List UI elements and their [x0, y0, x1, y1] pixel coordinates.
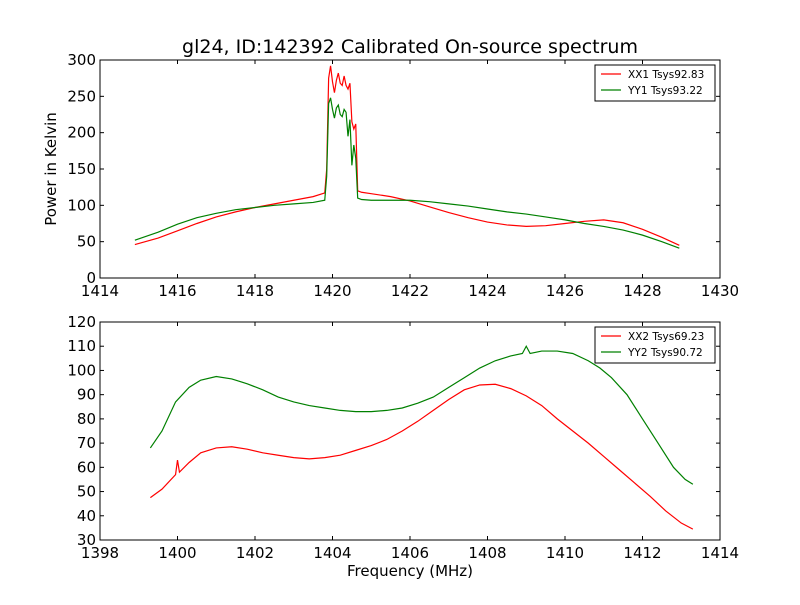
- y-tick-label: 50: [77, 483, 96, 501]
- y-axis-label: Power in Kelvin: [42, 112, 60, 226]
- legend-label: XX2 Tsys69.23: [628, 331, 704, 343]
- y-tick-label: 50: [77, 233, 96, 251]
- x-tick-label: 1408: [468, 544, 506, 562]
- x-axis-label: Frequency (MHz): [347, 562, 473, 580]
- y-tick-label: 300: [67, 51, 96, 69]
- legend-box-2: [594, 326, 716, 364]
- x-tick-label: 1430: [701, 282, 739, 300]
- y-tick-label: 30: [77, 531, 96, 549]
- y-tick-label: 60: [77, 458, 96, 476]
- x-tick-label: 1424: [468, 282, 506, 300]
- x-tick-label: 1414: [701, 544, 739, 562]
- legend-label: YY1 Tsys93.22: [627, 85, 703, 97]
- y-tick-label: 0: [86, 269, 96, 287]
- x-tick-label: 1406: [391, 544, 429, 562]
- y-tick-label: 110: [67, 337, 96, 355]
- x-tick-label: 1422: [391, 282, 429, 300]
- figure-title: gl24, ID:142392 Calibrated On-source spe…: [182, 36, 638, 58]
- x-tick-label: 1418: [236, 282, 274, 300]
- chart-panel-2: 1398 1400 1402 1404 1406 1408 1410 1412 1414 30 40…: [67, 313, 739, 580]
- y-tick-label: 70: [77, 434, 96, 452]
- legend-box-1: [594, 64, 716, 102]
- x-tick-label: 1410: [546, 544, 584, 562]
- x-tick-label: 1400: [158, 544, 196, 562]
- y-tick-label: 200: [67, 124, 96, 142]
- x-tick-label: 1414: [81, 282, 119, 300]
- y-tick-label: 80: [77, 410, 96, 428]
- series-line-1-2: [134, 97, 680, 249]
- x-tick-label: 1412: [623, 544, 661, 562]
- y-tick-label: 100: [67, 361, 96, 379]
- series-line-2-1: [150, 383, 694, 530]
- legend-label: YY2 Tsys90.72: [627, 347, 703, 359]
- y-tick-label: 250: [67, 87, 96, 105]
- y-tick-label: 100: [67, 196, 96, 214]
- series-line-2-2: [149, 344, 694, 485]
- y-tick-label: 150: [67, 160, 96, 178]
- y-tick-label: 40: [77, 507, 96, 525]
- x-tick-label: 1416: [158, 282, 196, 300]
- x-tick-label: 1428: [623, 282, 661, 300]
- legend-label: XX1 Tsys92.83: [628, 69, 704, 81]
- x-tick-label: 1420: [313, 282, 351, 300]
- chart-panel-1: 1414 1416 1418 1420 1422 1424 1426 1428 1430 0 50 1…: [42, 51, 739, 300]
- x-tick-label: 1402: [236, 544, 274, 562]
- x-tick-label: 1404: [313, 544, 351, 562]
- y-tick-label: 120: [67, 313, 96, 331]
- x-tick-label: 1398: [81, 544, 119, 562]
- series-line-1-1: [134, 65, 680, 246]
- x-tick-label: 1426: [546, 282, 584, 300]
- y-tick-label: 90: [77, 386, 96, 404]
